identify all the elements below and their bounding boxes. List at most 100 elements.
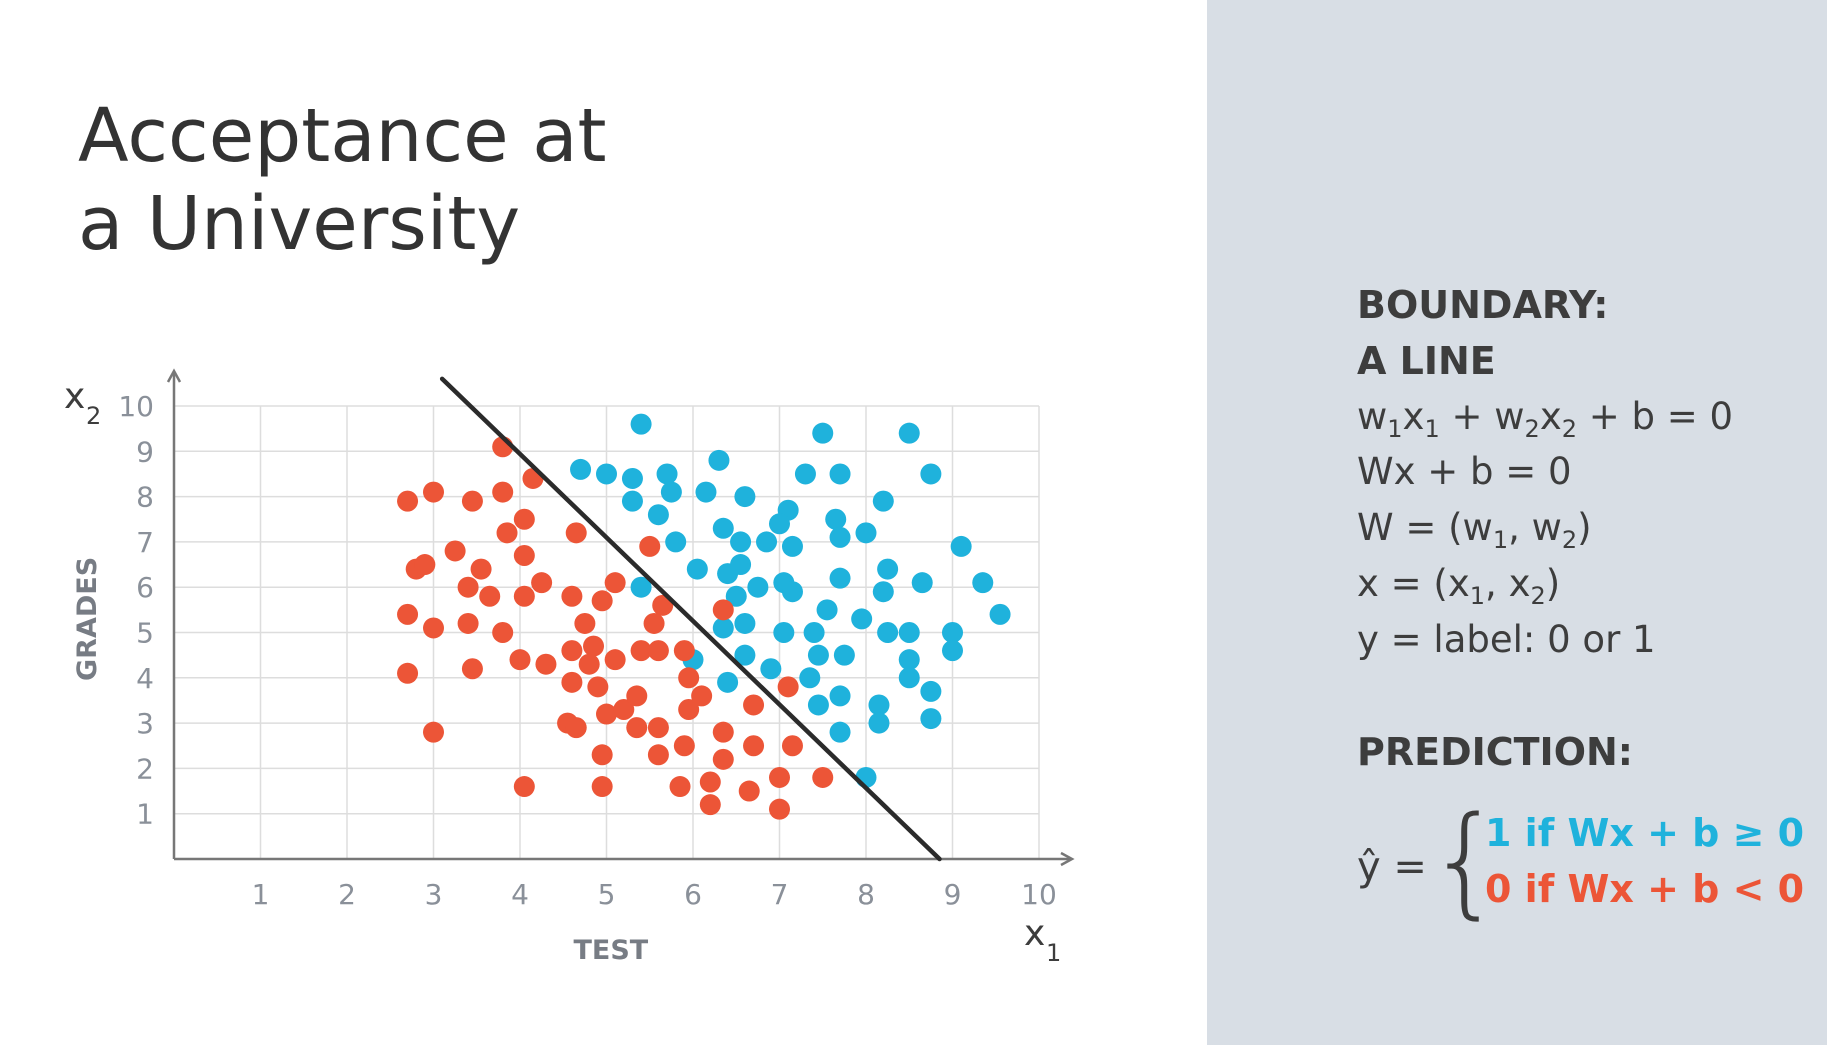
rejected-point <box>513 776 535 798</box>
accepted-point <box>734 486 756 508</box>
slide-title-line-2: a University <box>78 181 521 267</box>
rejected-point <box>738 780 760 802</box>
x-tick-label: 6 <box>684 878 702 911</box>
rejected-point <box>470 558 492 580</box>
y-tick-label: 5 <box>136 617 154 650</box>
side-panel: BOUNDARY: A LINE w1x1 + w2x2 + b = 0 Wx … <box>1207 0 1827 1045</box>
accepted-point <box>730 554 752 576</box>
accepted-point <box>803 622 825 643</box>
rejected-point <box>461 490 483 512</box>
yhat-symbol: ŷ = <box>1357 844 1427 890</box>
accepted-point <box>950 535 972 557</box>
accepted-point <box>799 667 821 689</box>
rejected-point <box>565 522 587 544</box>
rejected-point <box>513 585 535 607</box>
y-axis-symbol: x <box>64 376 85 417</box>
x-tick-label: 3 <box>425 878 443 911</box>
x-tick-label: 10 <box>1021 878 1057 911</box>
prediction-case-zero: 0 if Wx + b < 0 <box>1485 867 1805 911</box>
accepted-point <box>855 522 877 544</box>
accepted-point <box>596 463 617 485</box>
accepted-point <box>942 622 963 643</box>
rejected-point <box>596 703 617 725</box>
y-axis-arrow <box>166 368 182 383</box>
rejected-point <box>587 676 609 698</box>
rejected-point <box>414 554 436 576</box>
accepted-point <box>717 671 739 693</box>
rejected-point <box>678 699 700 721</box>
y-axis-label: GRADES <box>72 557 103 681</box>
rejected-point <box>444 540 466 562</box>
curly-brace: { <box>1427 792 1504 931</box>
rejected-point <box>513 544 535 566</box>
rejected-point <box>423 617 444 639</box>
rejected-point <box>712 721 734 743</box>
rejected-point <box>565 717 587 739</box>
rejected-point <box>591 590 613 612</box>
accepted-point <box>898 422 920 444</box>
rejected-point <box>604 572 626 594</box>
rejected-point <box>578 653 600 675</box>
rejected-point <box>781 735 803 757</box>
a-line-heading: A LINE <box>1357 339 1496 383</box>
accepted-point <box>621 467 643 489</box>
accepted-point <box>725 585 747 607</box>
accepted-point <box>972 572 994 594</box>
accepted-point <box>630 413 652 435</box>
slide-title: Acceptance at a University <box>78 92 607 268</box>
accepted-point <box>816 599 838 621</box>
rejected-point <box>639 535 661 557</box>
slide-title-line-1: Acceptance at <box>78 93 607 179</box>
accepted-point <box>851 608 873 630</box>
accepted-point <box>686 558 708 580</box>
accepted-point <box>656 463 678 485</box>
y-tick-label: 4 <box>136 662 154 695</box>
accepted-point <box>989 603 1011 625</box>
rejected-point <box>423 481 444 503</box>
accepted-point <box>712 517 734 539</box>
accepted-point <box>942 640 963 662</box>
accepted-point <box>868 712 890 734</box>
rejected-point <box>591 744 613 766</box>
x-axis-label: TEST <box>573 935 648 966</box>
accepted-point <box>807 644 829 666</box>
y-tick-label: 3 <box>136 707 154 740</box>
accepted-point <box>872 581 894 603</box>
boundary-heading: BOUNDARY: <box>1357 283 1609 327</box>
rejected-point <box>743 735 765 757</box>
accepted-point <box>829 526 851 548</box>
accepted-point <box>920 708 942 730</box>
accepted-point <box>898 622 920 643</box>
accepted-point <box>807 694 829 716</box>
x-tick-label: 7 <box>771 878 789 911</box>
rejected-point <box>643 612 665 634</box>
rejected-point <box>647 640 669 662</box>
rejected-point <box>574 612 596 634</box>
y-tick-label: 10 <box>118 390 154 423</box>
accepted-point <box>898 649 920 671</box>
x-tick-label: 4 <box>511 878 529 911</box>
accepted-point <box>621 490 643 512</box>
prediction-case-one: 1 if Wx + b ≥ 0 <box>1485 811 1805 855</box>
rejected-point <box>626 685 648 707</box>
accepted-point <box>747 576 769 598</box>
accepted-point <box>872 490 894 512</box>
y-tick-label: 1 <box>136 798 154 831</box>
rejected-point <box>397 662 419 684</box>
accepted-point <box>794 463 816 485</box>
prediction-formula: ŷ = { 1 if Wx + b ≥ 0 0 if Wx + b < 0 <box>1357 792 1827 931</box>
accepted-point <box>829 567 851 589</box>
rejected-point <box>769 798 790 820</box>
rejected-point <box>496 522 518 544</box>
accepted-point <box>647 504 669 526</box>
data-points <box>397 413 1011 820</box>
rejected-point <box>613 699 635 721</box>
accepted-point <box>920 680 942 702</box>
equation-inputs: x = (x1, x2) <box>1357 562 1561 610</box>
rejected-point <box>673 640 695 662</box>
rejected-point <box>492 481 514 503</box>
rejected-point <box>604 649 626 671</box>
accepted-point <box>769 513 790 535</box>
accepted-point <box>712 617 734 639</box>
accepted-point <box>665 531 687 553</box>
